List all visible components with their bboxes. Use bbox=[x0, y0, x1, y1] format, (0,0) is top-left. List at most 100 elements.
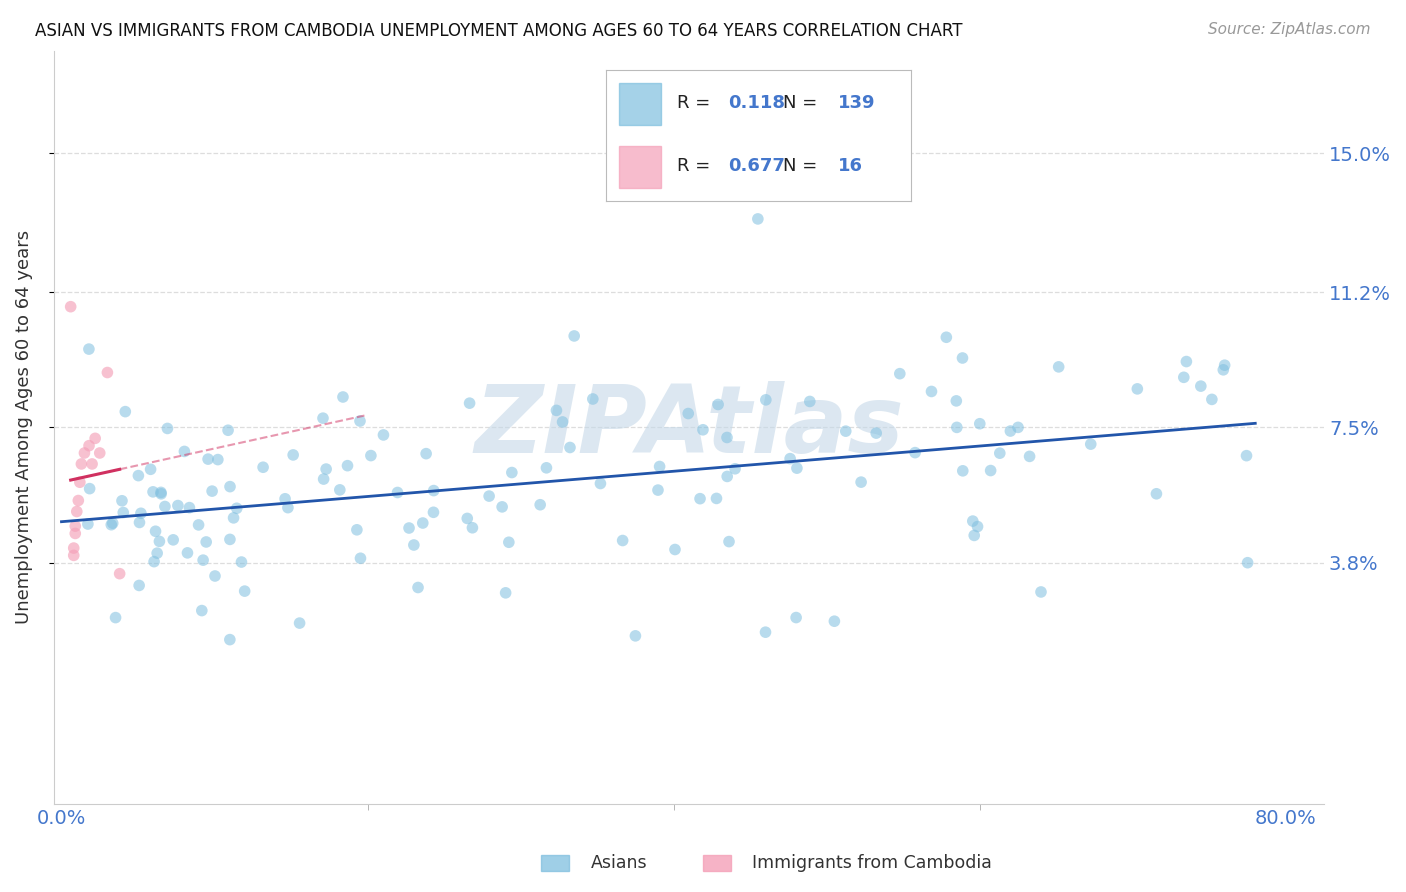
Point bbox=[1175, 354, 1198, 368]
Point bbox=[536, 460, 558, 475]
Point bbox=[70, 457, 93, 471]
Point bbox=[82, 457, 104, 471]
Point bbox=[501, 466, 523, 480]
Point bbox=[406, 581, 429, 595]
Text: Immigrants from Cambodia: Immigrants from Cambodia bbox=[752, 855, 993, 872]
Point bbox=[231, 555, 253, 569]
Point bbox=[69, 475, 91, 490]
Point bbox=[785, 610, 807, 624]
Point bbox=[219, 480, 242, 494]
Point bbox=[197, 452, 219, 467]
Point bbox=[191, 553, 214, 567]
Point bbox=[589, 476, 612, 491]
Point bbox=[315, 462, 337, 476]
Point bbox=[349, 551, 371, 566]
Point bbox=[491, 500, 513, 514]
Point bbox=[498, 535, 520, 549]
Point bbox=[562, 329, 585, 343]
Point bbox=[422, 483, 444, 498]
Point bbox=[59, 300, 82, 314]
Point bbox=[754, 625, 776, 640]
Point bbox=[422, 505, 444, 519]
Point bbox=[1236, 556, 1258, 570]
Point bbox=[176, 546, 198, 560]
Point bbox=[312, 411, 335, 425]
Point bbox=[143, 555, 166, 569]
Point bbox=[529, 498, 551, 512]
Point bbox=[139, 462, 162, 476]
Point bbox=[312, 472, 335, 486]
Point bbox=[1080, 437, 1102, 451]
Point bbox=[156, 421, 179, 435]
Point bbox=[77, 516, 100, 531]
Point bbox=[146, 546, 169, 560]
Point bbox=[402, 538, 425, 552]
Point bbox=[233, 584, 256, 599]
Point bbox=[332, 390, 354, 404]
Point bbox=[173, 444, 195, 458]
Point bbox=[104, 610, 127, 624]
Point bbox=[252, 460, 274, 475]
Point bbox=[724, 462, 747, 476]
Point bbox=[204, 569, 226, 583]
Text: Source: ZipAtlas.com: Source: ZipAtlas.com bbox=[1208, 22, 1371, 37]
Point bbox=[201, 484, 224, 499]
Point bbox=[73, 446, 96, 460]
Point bbox=[1212, 363, 1234, 377]
Point bbox=[988, 446, 1011, 460]
Point bbox=[65, 519, 87, 533]
Point bbox=[1047, 359, 1070, 374]
Point bbox=[889, 367, 911, 381]
Point bbox=[373, 428, 395, 442]
Point bbox=[718, 534, 741, 549]
Point bbox=[779, 451, 801, 466]
Point bbox=[478, 489, 501, 503]
Point bbox=[142, 484, 165, 499]
Point bbox=[62, 549, 84, 563]
Point bbox=[952, 351, 974, 365]
Point bbox=[96, 366, 118, 380]
Point bbox=[624, 629, 647, 643]
Point bbox=[1029, 585, 1052, 599]
Point bbox=[865, 426, 887, 441]
Text: Asians: Asians bbox=[591, 855, 647, 872]
Point bbox=[755, 392, 778, 407]
Point bbox=[62, 541, 84, 555]
Point bbox=[150, 487, 173, 501]
Point bbox=[849, 475, 872, 490]
Point bbox=[114, 404, 136, 418]
Point bbox=[786, 461, 808, 475]
Point bbox=[145, 524, 167, 539]
Point bbox=[1018, 450, 1040, 464]
Point bbox=[904, 445, 927, 459]
Point bbox=[79, 482, 101, 496]
Point bbox=[219, 533, 242, 547]
Point bbox=[582, 392, 605, 406]
Point bbox=[647, 483, 669, 497]
Point bbox=[222, 511, 245, 525]
Point bbox=[1213, 358, 1236, 372]
Point bbox=[689, 491, 711, 506]
Point bbox=[412, 516, 434, 530]
Point bbox=[65, 526, 87, 541]
Point bbox=[1236, 449, 1258, 463]
Point bbox=[346, 523, 368, 537]
Point bbox=[127, 468, 149, 483]
Point bbox=[100, 517, 122, 532]
Point bbox=[187, 517, 209, 532]
Point bbox=[921, 384, 943, 399]
Point bbox=[495, 586, 517, 600]
Point bbox=[398, 521, 420, 535]
Point bbox=[648, 459, 671, 474]
Point bbox=[149, 485, 172, 500]
Point bbox=[935, 330, 957, 344]
Point bbox=[89, 446, 111, 460]
Point bbox=[456, 511, 478, 525]
Point bbox=[217, 423, 239, 437]
Point bbox=[946, 420, 969, 434]
Point bbox=[148, 534, 170, 549]
Point bbox=[716, 430, 738, 444]
Point bbox=[1189, 379, 1212, 393]
Point bbox=[461, 521, 484, 535]
Point bbox=[167, 499, 190, 513]
